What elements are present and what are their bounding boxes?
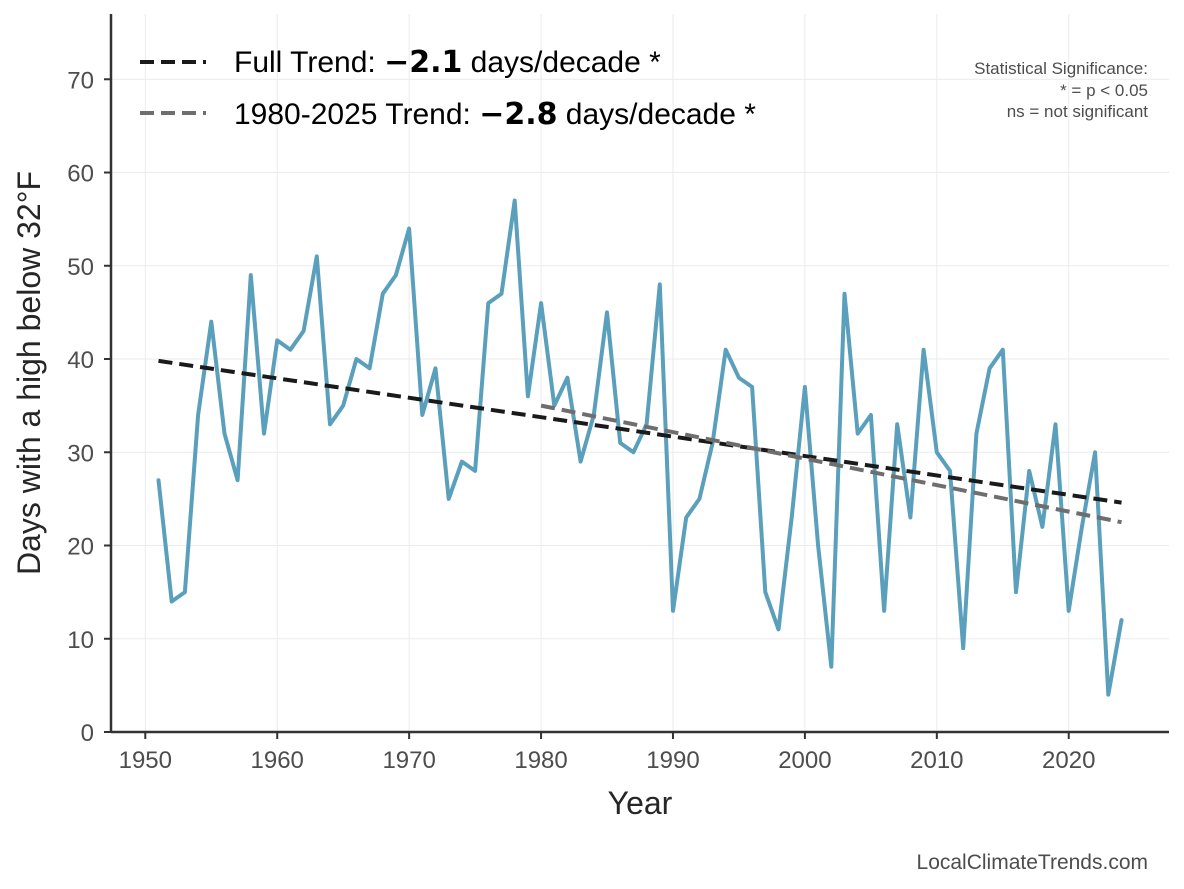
legend-label-full-trend: Full Trend: −2.1 days/decade *: [234, 45, 661, 80]
x-tick-label-1990: 1990: [646, 747, 699, 774]
series-line-0: [156, 198, 1124, 697]
y-ticks: 0 10 20 30 40 50 60 70: [67, 67, 111, 747]
series-layer: [156, 198, 1124, 697]
legend-full-suffix: days/decade *: [462, 46, 661, 79]
y-tick-label-30: 30: [67, 440, 94, 467]
x-tick-label-1980: 1980: [514, 747, 567, 774]
significance-title: Statistical Significance:: [974, 59, 1148, 78]
legend-full-value: −2.1: [384, 45, 462, 80]
significance-line-1: * = p < 0.05: [1060, 81, 1148, 100]
legend-1980-suffix: days/decade *: [557, 98, 756, 131]
trend-layer: [158, 358, 1122, 525]
y-tick-label-60: 60: [67, 161, 94, 188]
y-tick-label-10: 10: [67, 627, 94, 654]
x-tick-label-1970: 1970: [382, 747, 435, 774]
x-tick-label-2000: 2000: [778, 747, 831, 774]
legend-1980-prefix: 1980-2025 Trend:: [234, 98, 479, 131]
significance-line-2: ns = not significant: [1007, 102, 1149, 121]
legend-label-1980-trend: 1980-2025 Trend: −2.8 days/decade *: [234, 97, 756, 132]
credit-text: LocalClimateTrends.com: [917, 851, 1148, 874]
x-tick-label-2020: 2020: [1042, 747, 1095, 774]
y-tick-label-0: 0: [81, 720, 94, 747]
legend: Full Trend: −2.1 days/decade * 1980-2025…: [140, 45, 756, 132]
y-tick-label-20: 20: [67, 534, 94, 561]
significance-note: Statistical Significance: * = p < 0.05 n…: [974, 59, 1148, 121]
legend-full-prefix: Full Trend:: [234, 46, 384, 79]
trend-line-full: [158, 358, 1122, 505]
x-ticks: 1950 1960 1970 1980 1990 2000 2010 2020: [119, 732, 1095, 774]
y-tick-label-70: 70: [67, 67, 94, 94]
y-tick-label-50: 50: [67, 254, 94, 281]
trend-line-1980-2025: [540, 403, 1122, 525]
y-axis-title: Days with a high below 32°F: [11, 171, 47, 575]
axes: [109, 14, 1169, 734]
x-tick-label-2010: 2010: [910, 747, 963, 774]
y-tick-label-40: 40: [67, 347, 94, 374]
grid: [111, 14, 1169, 733]
x-tick-label-1950: 1950: [119, 747, 172, 774]
legend-1980-value: −2.8: [479, 97, 557, 132]
x-axis-title: Year: [608, 785, 673, 821]
x-tick-label-1960: 1960: [251, 747, 304, 774]
